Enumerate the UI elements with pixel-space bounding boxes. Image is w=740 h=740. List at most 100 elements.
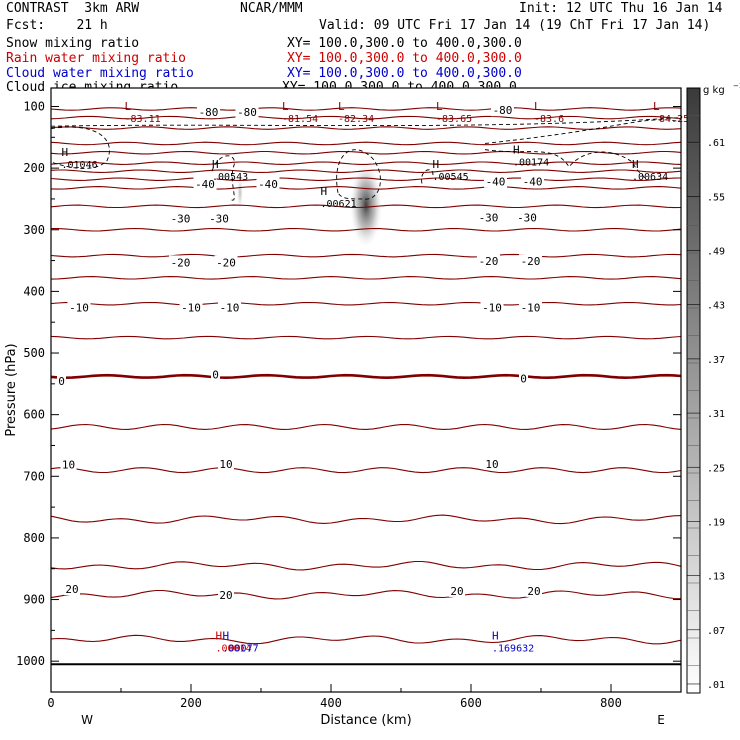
colorbar-tick-label-4: .25	[707, 463, 725, 474]
extremum-value-9: .00545	[433, 172, 469, 183]
extremum-kind-8: H	[321, 185, 328, 198]
colorbar-tick-label-9: .55	[707, 192, 725, 203]
extremum-kind-11: H	[632, 158, 639, 171]
colorbar: .01 .07 .13 .19 .25 .31 .37 .43 .49 .55 .61 g kg −1	[686, 82, 740, 694]
temp-label-bg-2	[491, 103, 514, 117]
cloud-ice-contour-5	[484, 149, 647, 181]
isotherm-contour-965	[50, 634, 682, 645]
isotherm-contour-104	[50, 107, 682, 111]
extremum-value-2: -82.34	[338, 114, 374, 125]
extremum-value-7: .00543	[212, 172, 248, 183]
colorbar-tick-label-7: .43	[707, 301, 725, 312]
temp-label-bg-7	[169, 211, 192, 225]
temp-label-bg-29	[526, 583, 542, 597]
temp-label-bg-25	[484, 456, 500, 470]
isotherm-contour-845	[50, 560, 682, 571]
temp-label-19: -10	[521, 301, 541, 314]
temp-label-bg-10	[515, 210, 539, 224]
temp-label-bg-22	[519, 371, 528, 385]
valid-time: Valid: 09 UTC Fri 17 Jan 14 (19 ChT Fri …	[319, 18, 711, 33]
colorbar-tick-label-2: .13	[707, 572, 725, 583]
temp-label-bg-17	[218, 300, 241, 314]
extremum-kind-6: H	[62, 146, 69, 159]
isotherm-contour-262	[50, 204, 682, 209]
colorbar-tick-label-3: .19	[707, 517, 725, 528]
temp-label-22: 0	[520, 372, 527, 385]
isotherm-contour-378	[50, 276, 682, 280]
cloud-ice-contour-6	[50, 117, 682, 127]
temp-label-16: -10	[181, 301, 201, 314]
extremum-value-8: .00621	[321, 199, 357, 210]
temp-label-17: -10	[220, 301, 240, 314]
extremum-kind-4: L	[534, 100, 541, 113]
extremum-kind-13: H	[223, 630, 230, 643]
temp-label-bg-13	[477, 254, 500, 268]
x-end-label-west: W	[81, 713, 93, 727]
y-tick-label-200: 200	[23, 161, 45, 175]
isotherm-contour-218	[50, 177, 682, 181]
extremum-value-5: -84.25	[653, 114, 689, 125]
temp-label-bg-4	[256, 177, 280, 191]
isotherm-contour-118	[50, 115, 682, 120]
snow-mixing-ratio-weak	[237, 176, 243, 209]
y-tick-label-900: 900	[23, 593, 45, 607]
temp-label-7: -30	[171, 213, 191, 226]
extremum-value-12: .00014	[216, 644, 252, 655]
plot-frame	[50, 87, 682, 693]
extremum-value-4: -83.6	[534, 114, 564, 125]
isotherm-contour-475	[50, 335, 682, 340]
y-tick-label-300: 300	[23, 223, 45, 237]
isotherm-contour-770	[50, 514, 682, 525]
temp-label-20: 0	[58, 375, 65, 388]
init-time: Init: 12 UTC Thu 16 Jan 14	[519, 1, 723, 16]
extremum-kind-0: L	[125, 100, 132, 113]
isotherm-contour-620	[50, 423, 682, 430]
x-tick-label-600: 600	[460, 696, 482, 710]
extremum-value-6: .01046	[62, 160, 98, 171]
extremum-value-10: .00174	[513, 157, 549, 168]
field-label-snow: Snow mixing ratio	[6, 36, 140, 51]
isotherm-contour-690	[50, 467, 682, 474]
temp-label-21: 0	[212, 369, 219, 382]
cloud-ice-contour-3	[421, 169, 434, 184]
extremum-kind-9: H	[433, 158, 440, 171]
temp-label-12: -20	[216, 256, 236, 269]
temp-label-15: -10	[69, 301, 89, 314]
colorbar-units-exponent: −1	[733, 82, 740, 90]
extremum-kind-10: H	[513, 143, 520, 156]
y-tick-label-800: 800	[23, 531, 45, 545]
temp-label-bg-14	[519, 254, 542, 268]
temp-label-bg-24	[218, 456, 234, 470]
x-tick-label-800: 800	[600, 696, 622, 710]
temp-label-29: 20	[527, 585, 540, 598]
colorbar-tick-label-6: .37	[707, 355, 725, 366]
extremum-value-3: -83.65	[436, 114, 472, 125]
temp-label-bg-15	[67, 300, 91, 314]
temp-label-bg-3	[193, 177, 217, 191]
field-xy-snow: XY= 100.0,300.0 to 400.0,300.0	[287, 36, 522, 51]
field-xy-cloud-water: XY= 100.0,300.0 to 400.0,300.0	[287, 66, 522, 81]
temp-label-2: -80	[493, 104, 513, 117]
isotherm-contour-160	[50, 141, 682, 146]
temp-label-0: -80	[199, 106, 219, 119]
extremum-value-11: .00634	[632, 172, 668, 183]
temp-label-bg-21	[211, 367, 220, 381]
extremum-value-13: .00077	[223, 644, 259, 655]
temp-label-bg-26	[64, 582, 80, 596]
isotherm-contour-205	[50, 169, 682, 173]
temp-label-6: -40	[523, 176, 543, 189]
temp-label-bg-16	[179, 300, 203, 314]
center-title: NCAR/MMM	[240, 1, 303, 16]
y-axis-label: Pressure (hPa)	[4, 343, 19, 436]
x-tick-label-200: 200	[180, 696, 202, 710]
temp-label-1: -80	[237, 106, 257, 119]
temp-label-bg-1	[235, 105, 259, 119]
temp-label-bg-18	[480, 300, 504, 314]
isotherm-contour-300	[51, 227, 682, 232]
temp-label-bg-20	[57, 373, 66, 387]
temp-label-24: 10	[219, 458, 232, 471]
extremum-kind-5: L	[653, 100, 660, 113]
temp-label-bg-11	[169, 255, 192, 269]
colorbar-tick-label-10: .61	[707, 138, 725, 149]
